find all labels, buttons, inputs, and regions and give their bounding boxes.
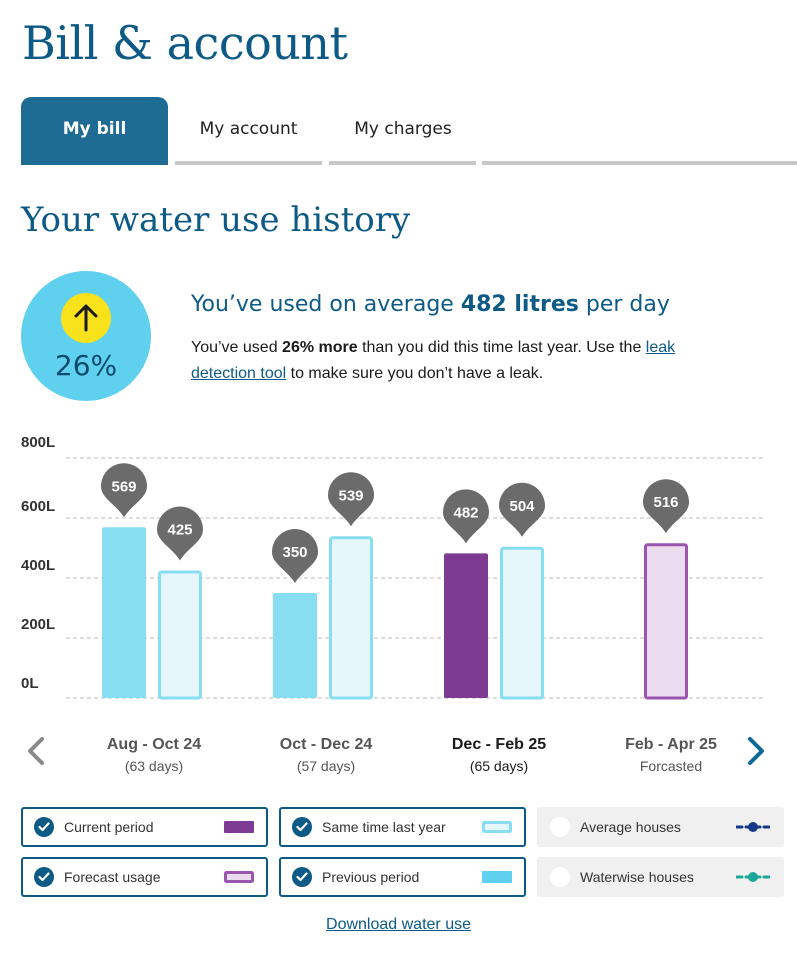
arrow-up-icon (61, 293, 111, 343)
y-tick-label: 800L (21, 434, 55, 451)
bar (102, 527, 146, 698)
bar (273, 593, 317, 698)
y-tick-label: 200L (21, 616, 55, 633)
leak-detection-link[interactable]: leak detection tool (191, 339, 676, 382)
section-title: Your water use history (21, 200, 411, 240)
previous-period-swatch (482, 871, 512, 883)
bar (329, 536, 373, 700)
bar-value-label: 425 (167, 522, 192, 539)
value-marker-pin (643, 479, 689, 534)
percent-change-value: 26% (54, 349, 118, 382)
legend-average-houses[interactable]: Average houses (537, 807, 784, 847)
average-usage-headline: You’ve used on average 482 litres per da… (191, 292, 670, 317)
check-icon (34, 817, 54, 837)
unchecked-circle-icon (550, 867, 570, 887)
chevron-right-icon[interactable] (741, 733, 771, 769)
bar (158, 570, 202, 700)
bar-value-label: 504 (509, 498, 535, 515)
forecast-usage-swatch (224, 871, 254, 883)
tab-my-bill[interactable]: My bill (21, 97, 168, 165)
percent-change-badge: 26% (21, 271, 151, 401)
tab-underline (482, 161, 797, 165)
unchecked-circle-icon (550, 817, 570, 837)
value-marker-pin (499, 482, 545, 537)
page-title: Bill & account (22, 16, 348, 70)
water-use-chart: 800L 600L 400L 200L 0L 569 425 350 539 482 504 516 (0, 425, 797, 715)
check-icon (292, 867, 312, 887)
period-label[interactable]: Oct - Dec 24 (57 days) (279, 736, 373, 774)
same-time-swatch (482, 821, 512, 833)
tab-underline (175, 161, 322, 165)
current-period-swatch (224, 821, 254, 833)
legend-previous-period[interactable]: Previous period (279, 857, 526, 897)
bar-value-label: 569 (111, 478, 136, 495)
average-usage-value: 482 litres (460, 292, 579, 317)
value-marker-pin (272, 529, 318, 583)
bar-value-label: 350 (282, 544, 307, 561)
bar-value-label: 539 (338, 487, 363, 504)
bar (444, 553, 488, 698)
y-tick-label: 0L (21, 675, 39, 692)
tab-my-charges[interactable]: My charges (354, 119, 452, 139)
waterwise-houses-swatch (736, 872, 770, 882)
period-label[interactable]: Feb - Apr 25 Forcasted (625, 736, 717, 774)
bar-value-label: 482 (453, 504, 478, 521)
chevron-left-icon[interactable] (22, 733, 52, 769)
tab-my-account[interactable]: My account (199, 119, 298, 139)
y-tick-label: 400L (21, 557, 55, 574)
chart-svg: 800L 600L 400L 200L 0L 569 425 350 539 482 504 516 (21, 434, 763, 700)
period-label-current[interactable]: Dec - Feb 25 (65 days) (451, 736, 547, 774)
bar (500, 546, 544, 700)
usage-comparison-text: You’ve used 26% more than you did this t… (191, 339, 676, 382)
legend-forecast-usage[interactable]: Forecast usage (21, 857, 268, 897)
tab-underline (329, 161, 476, 165)
value-marker-pin (157, 506, 203, 561)
value-marker-pin (443, 489, 489, 544)
legend-same-time-last-year[interactable]: Same time last year (279, 807, 526, 847)
download-water-use-link[interactable]: Download water use (326, 916, 471, 933)
check-icon (34, 867, 54, 887)
tab-bar: My bill My account My charges (21, 97, 797, 165)
value-marker-pin (328, 472, 374, 527)
bar-value-label: 516 (653, 494, 678, 511)
y-tick-label: 600L (21, 498, 55, 515)
average-houses-swatch (736, 822, 770, 832)
check-icon (292, 817, 312, 837)
legend-waterwise-houses[interactable]: Waterwise houses (537, 857, 784, 897)
value-marker-pin (101, 463, 147, 518)
period-label[interactable]: Aug - Oct 24 (63 days) (106, 736, 202, 774)
legend-current-period[interactable]: Current period (21, 807, 268, 847)
bar (644, 543, 688, 700)
